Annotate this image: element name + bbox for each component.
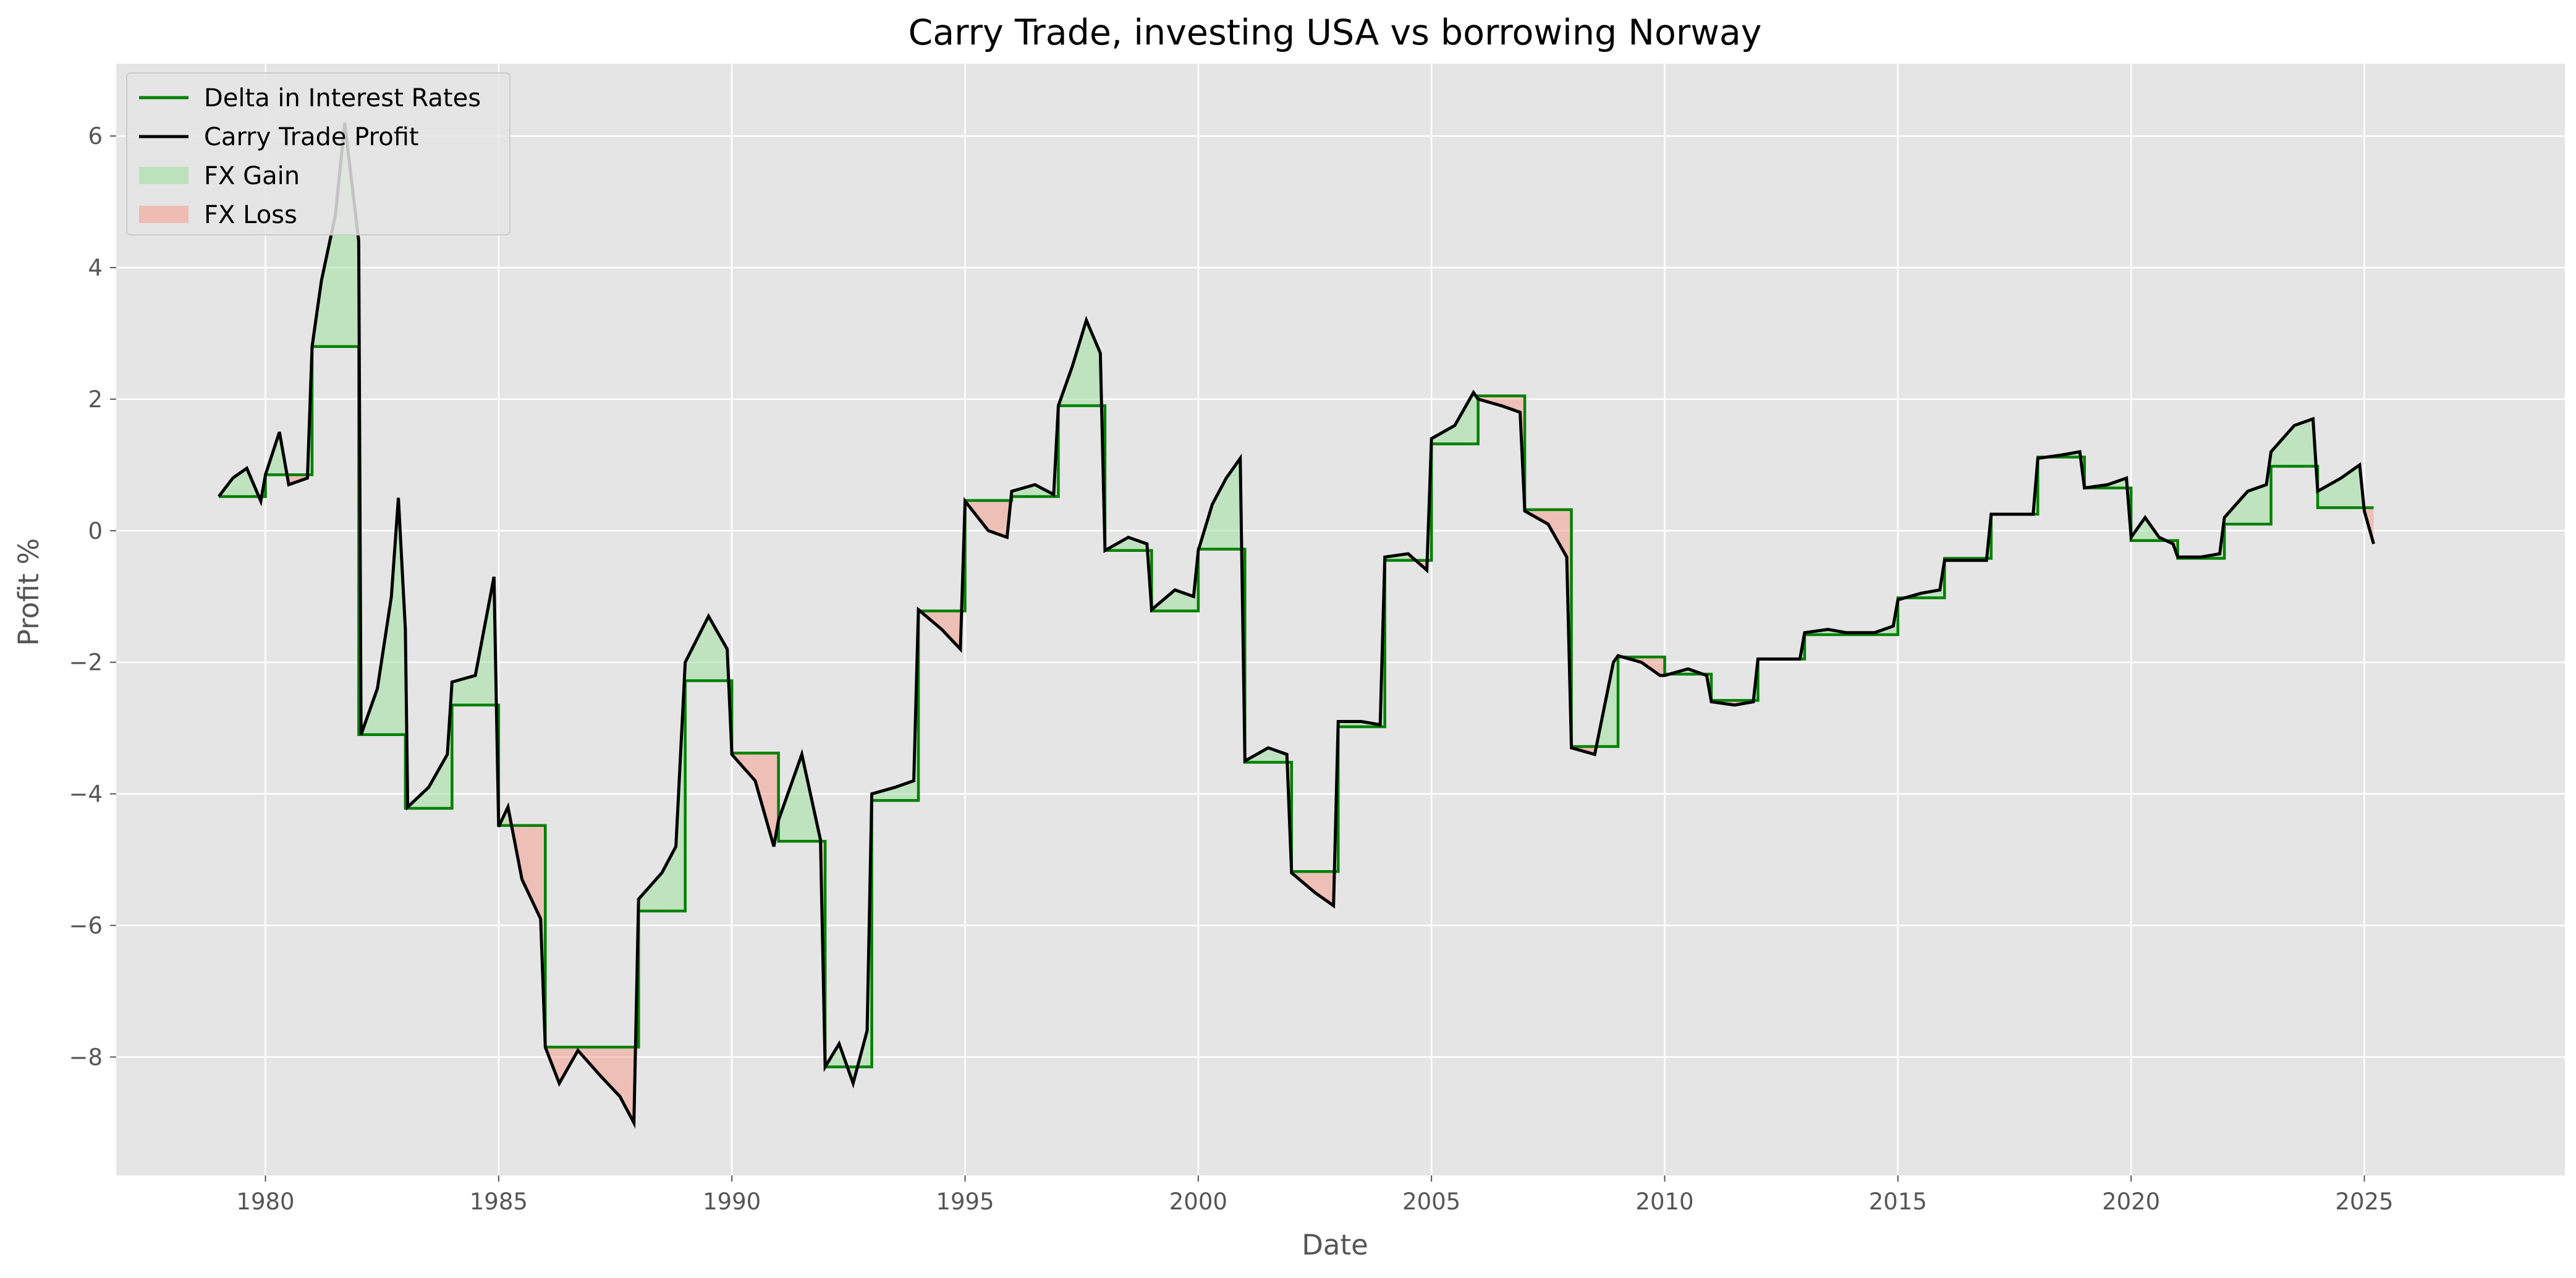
- legend-label: FX Loss: [204, 201, 297, 229]
- fx-gain-area: [1268, 748, 1287, 763]
- y-axis-label: Profit %: [12, 538, 45, 646]
- fx-gain-area: [1212, 478, 1227, 549]
- x-tick-label: 1980: [236, 1188, 294, 1215]
- x-tick-label: 2025: [2335, 1188, 2393, 1215]
- x-tick-label: 1990: [703, 1188, 761, 1215]
- fx-loss-area: [1548, 509, 1567, 557]
- fx-loss-area: [988, 500, 1007, 538]
- fx-gain-area: [1072, 320, 1087, 406]
- fx-gain-area: [2247, 485, 2267, 525]
- x-tick-label: 1995: [936, 1188, 994, 1215]
- x-tick-label: 2005: [1402, 1188, 1460, 1215]
- y-tick-label: 4: [88, 255, 103, 281]
- fx-gain-area: [1128, 537, 1147, 551]
- fx-gain-area: [685, 616, 709, 681]
- fx-gain-area: [1086, 320, 1101, 406]
- x-tick-label: 2010: [1635, 1188, 1693, 1215]
- fx-loss-area: [755, 753, 774, 847]
- fx-gain-area: [1454, 392, 1474, 444]
- y-tick-label: 6: [88, 123, 103, 150]
- fx-loss-area: [522, 825, 541, 919]
- plot-layer: 1980 1985 1990 1995 2000 2005 2010 2015 2020 2025…: [69, 64, 2565, 1215]
- y-tick-label: −6: [69, 912, 103, 939]
- fx-gain-area: [2271, 425, 2295, 467]
- x-tick-label: 2020: [2102, 1188, 2160, 1215]
- fx-loss-area: [1315, 871, 1334, 906]
- legend-patch-swatch: [139, 206, 189, 223]
- fx-loss-area: [1501, 396, 1520, 413]
- y-tick-label: −4: [69, 781, 103, 808]
- fx-gain-area: [638, 873, 662, 912]
- x-tick-label: 2015: [1869, 1188, 1927, 1215]
- legend-label: Carry Trade Profit: [204, 123, 419, 151]
- fx-gain-area: [377, 596, 392, 735]
- legend: Delta in Interest Rates Carry Trade Profi…: [126, 72, 511, 235]
- fx-gain-area: [452, 675, 476, 705]
- y-tick-label: 0: [88, 518, 103, 544]
- y-tick-label: −8: [69, 1044, 103, 1070]
- legend-patch-swatch: [139, 167, 189, 184]
- fx-gain-area: [391, 497, 399, 735]
- fx-gain-area: [232, 468, 247, 497]
- fx-gain-area: [321, 214, 336, 347]
- legend-box: [126, 72, 511, 235]
- fx-loss-area: [941, 611, 960, 650]
- fx-gain-area: [2318, 478, 2341, 508]
- fx-gain-area: [871, 787, 896, 801]
- fx-loss-area: [620, 1047, 634, 1123]
- x-tick-label: 1985: [470, 1188, 528, 1215]
- legend-label: FX Gain: [204, 162, 300, 190]
- chart-title: Carry Trade, investing USA vs borrowing …: [908, 12, 1761, 53]
- fx-gain-area: [708, 616, 727, 681]
- y-tick-label: 2: [88, 386, 103, 413]
- plot-background: [116, 64, 2565, 1175]
- fx-gain-area: [1226, 458, 1240, 549]
- legend-label: Delta in Interest Rates: [204, 84, 481, 112]
- fx-gain-area: [895, 781, 914, 801]
- x-axis-label: Date: [1302, 1229, 1368, 1261]
- fx-gain-area: [661, 846, 676, 912]
- fx-gain-area: [2294, 418, 2313, 467]
- fx-loss-area: [601, 1047, 621, 1097]
- carry-profit-line: [218, 122, 2375, 1129]
- fx-gain-area: [428, 754, 447, 809]
- y-tick-label: −2: [69, 650, 103, 676]
- x-tick-label: 2000: [1169, 1188, 1227, 1215]
- fx-gain-area: [778, 754, 802, 842]
